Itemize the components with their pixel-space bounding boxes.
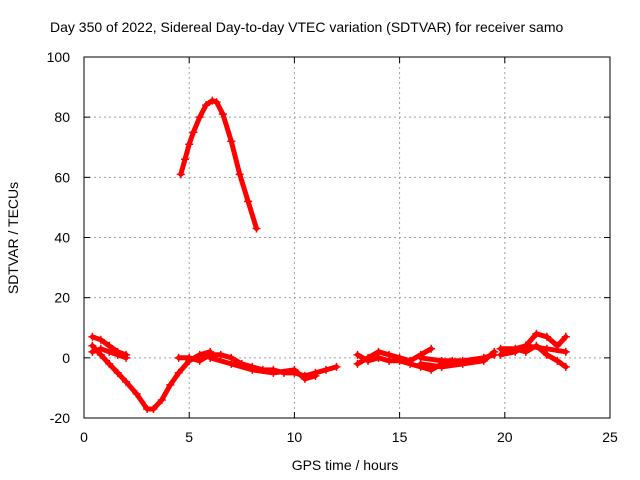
data-point <box>290 365 299 374</box>
data-point <box>149 404 158 413</box>
series-trace <box>89 343 213 412</box>
data-point <box>458 359 467 368</box>
y-tick-label: 20 <box>54 290 70 306</box>
data-point <box>496 344 505 353</box>
data-point <box>561 362 570 371</box>
y-tick-label: 80 <box>54 109 70 125</box>
data-point <box>122 353 131 362</box>
data-point <box>311 371 320 380</box>
data-series <box>88 96 570 413</box>
series-arc-mid-b <box>206 353 320 383</box>
data-point <box>395 356 404 365</box>
data-point <box>321 365 330 374</box>
data-point <box>157 395 166 404</box>
data-point <box>216 350 225 359</box>
data-point <box>244 197 253 206</box>
data-point <box>364 356 373 365</box>
data-point <box>113 350 122 359</box>
series-arc-near-zero-b <box>88 344 131 362</box>
data-point <box>248 365 257 374</box>
y-tick-label: 0 <box>62 350 70 366</box>
data-point <box>88 332 97 341</box>
series-trace <box>355 346 434 367</box>
data-point <box>195 113 204 122</box>
data-point <box>122 377 131 386</box>
y-tick-label: -20 <box>50 410 70 426</box>
x-tick-label: 10 <box>287 429 303 445</box>
data-point <box>105 347 114 356</box>
x-tick-label: 0 <box>80 429 88 445</box>
x-tick-label: 5 <box>185 429 193 445</box>
data-point <box>185 140 194 149</box>
x-tick-label: 20 <box>497 429 513 445</box>
data-point <box>88 347 97 356</box>
data-point <box>437 362 446 371</box>
x-axis-label: GPS time / hours <box>292 457 399 473</box>
y-tick-label: 100 <box>47 49 71 65</box>
data-point <box>166 380 175 389</box>
data-point <box>96 344 105 353</box>
data-point <box>208 96 217 105</box>
data-point <box>374 353 383 362</box>
y-axis-label: SDTVAR / TECUs <box>5 182 21 294</box>
data-point <box>542 344 551 353</box>
data-point <box>479 356 488 365</box>
data-point <box>174 368 183 377</box>
data-point <box>235 170 244 179</box>
data-point <box>212 98 221 107</box>
axis-ticks: 0 5 10 15 20 25 -20 0 20 40 60 80 100 <box>47 49 618 445</box>
chart-title: Day 350 of 2022, Sidereal Day-to-day VTE… <box>50 19 563 35</box>
data-point <box>561 347 570 356</box>
series-arc-night-b <box>416 347 499 371</box>
data-point <box>332 362 341 371</box>
data-point <box>252 224 261 233</box>
data-point <box>180 155 189 164</box>
data-point <box>416 359 425 368</box>
x-tick-label: 15 <box>392 429 408 445</box>
data-point <box>227 137 236 146</box>
data-point <box>385 356 394 365</box>
data-point <box>300 374 309 383</box>
data-point <box>542 332 551 341</box>
data-point <box>132 389 141 398</box>
data-point <box>269 368 278 377</box>
data-point <box>532 329 541 338</box>
series-arc-high <box>176 96 261 233</box>
series-arc-late-a <box>496 329 570 359</box>
series-trace <box>178 98 259 231</box>
data-point <box>500 347 509 356</box>
data-point <box>427 344 436 353</box>
x-tick-label: 25 <box>602 429 618 445</box>
data-point <box>185 353 194 362</box>
data-point <box>490 347 499 356</box>
data-point <box>96 335 105 344</box>
data-point <box>174 353 183 362</box>
data-point <box>113 368 122 377</box>
data-point <box>353 359 362 368</box>
series-arc-late-c <box>500 341 570 356</box>
data-point <box>195 356 204 365</box>
data-point <box>521 341 530 350</box>
y-tick-label: 60 <box>54 169 70 185</box>
plot-border <box>83 56 611 419</box>
y-tick-label: 40 <box>54 230 70 246</box>
data-point <box>553 356 562 365</box>
data-point <box>218 110 227 119</box>
series-trace <box>502 343 569 355</box>
data-point <box>206 353 215 362</box>
data-point <box>561 332 570 341</box>
data-point <box>189 128 198 137</box>
data-point <box>353 350 362 359</box>
grid-lines <box>84 57 610 418</box>
data-point <box>105 359 114 368</box>
data-point <box>176 170 185 179</box>
data-point <box>227 359 236 368</box>
data-point <box>202 101 211 110</box>
data-point <box>406 359 415 368</box>
